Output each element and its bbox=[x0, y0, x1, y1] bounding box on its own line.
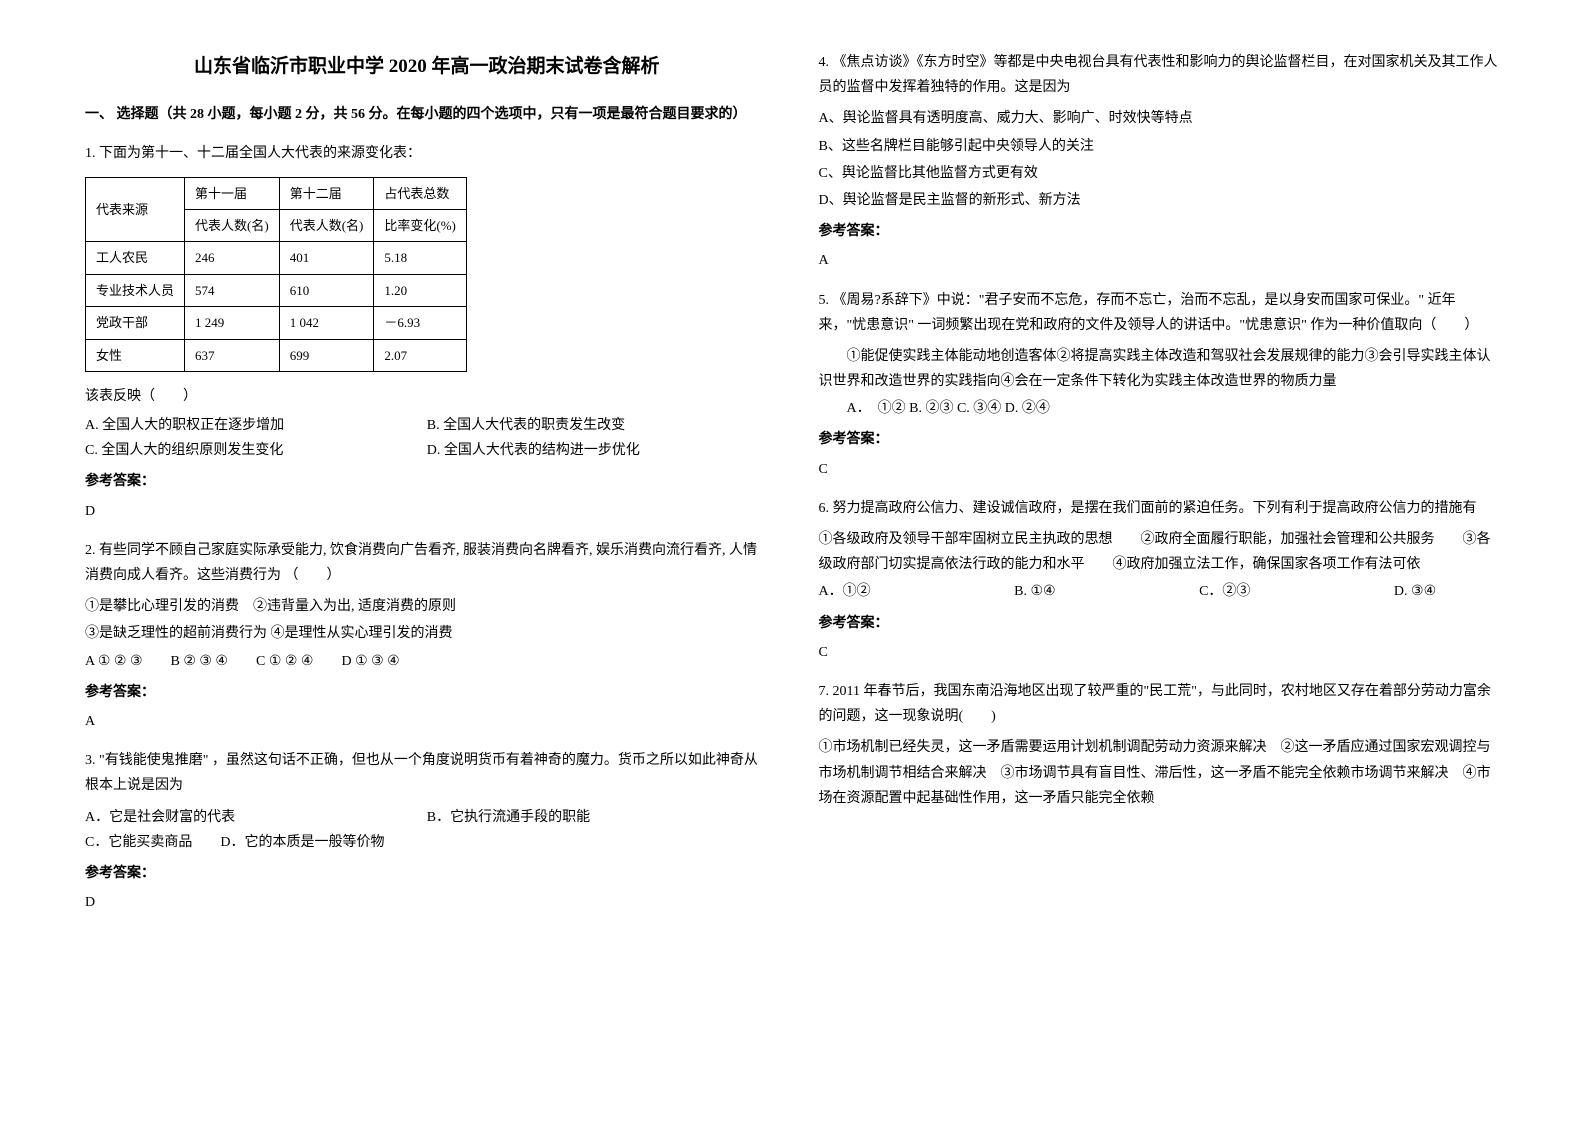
q1-answer: D bbox=[85, 499, 769, 524]
th-eleventh: 第十一届 bbox=[185, 177, 280, 209]
q6-opt-b: B. ①④ bbox=[1014, 579, 1055, 604]
answer-label: 参考答案： bbox=[85, 861, 769, 886]
q1-prompt: 该表反映（ ） bbox=[85, 384, 769, 409]
cell: 246 bbox=[185, 242, 280, 274]
cell: 专业技术人员 bbox=[86, 274, 185, 306]
answer-label: 参考答案： bbox=[85, 680, 769, 705]
q2-line2: ③是缺乏理性的超前消费行为 ④是理性从实心理引发的消费 bbox=[85, 621, 769, 646]
cell: 1.20 bbox=[374, 274, 467, 306]
q3-opt-cd: C．它能买卖商品 D．它的本质是一般等价物 bbox=[85, 830, 769, 855]
q4-opt-b: B、这些名牌栏目能够引起中央领导人的关注 bbox=[819, 134, 1503, 159]
q2-answer: A bbox=[85, 709, 769, 734]
cell: －6.93 bbox=[374, 307, 467, 339]
q4-stem: 4. 《焦点访谈》《东方时空》等都是中央电视台具有代表性和影响力的舆论监督栏目，… bbox=[819, 50, 1503, 100]
cell: 5.18 bbox=[374, 242, 467, 274]
q2-line1: ①是攀比心理引发的消费 ②违背量入为出, 适度消费的原则 bbox=[85, 594, 769, 619]
q4-answer: A bbox=[819, 248, 1503, 273]
cell: 工人农民 bbox=[86, 242, 185, 274]
cell: 女性 bbox=[86, 339, 185, 371]
q3-opt-a: A．它是社会财富的代表 bbox=[85, 805, 427, 830]
answer-label: 参考答案： bbox=[85, 469, 769, 494]
cell: 401 bbox=[279, 242, 374, 274]
cell: 637 bbox=[185, 339, 280, 371]
cell: 610 bbox=[279, 274, 374, 306]
q6-opt-a: A．①② bbox=[819, 579, 871, 604]
th-twelfth: 第十二届 bbox=[279, 177, 374, 209]
section-header: 一、 选择题（共 28 小题，每小题 2 分，共 56 分。在每小题的四个选项中… bbox=[85, 102, 769, 127]
answer-label: 参考答案： bbox=[819, 611, 1503, 636]
left-column: 山东省临沂市职业中学 2020 年高一政治期末试卷含解析 一、 选择题（共 28… bbox=[60, 50, 794, 1072]
q6-line1: ①各级政府及领导干部牢固树立民主执政的思想 ②政府全面履行职能，加强社会管理和公… bbox=[819, 527, 1503, 577]
q4-opt-a: A、舆论监督具有透明度高、威力大、影响广、时效快等特点 bbox=[819, 106, 1503, 131]
page-title: 山东省临沂市职业中学 2020 年高一政治期末试卷含解析 bbox=[85, 50, 769, 84]
q1-opt-d: D. 全国人大代表的结构进一步优化 bbox=[427, 438, 769, 463]
q3-answer: D bbox=[85, 890, 769, 915]
q1-opt-b: B. 全国人大代表的职责发生改变 bbox=[427, 413, 769, 438]
q6-opt-d: D. ③④ bbox=[1394, 579, 1436, 604]
cell: 1 042 bbox=[279, 307, 374, 339]
q1-options: A. 全国人大的职权正在逐步增加 B. 全国人大代表的职责发生改变 bbox=[85, 413, 769, 438]
q3-opt-b: B．它执行流通手段的职能 bbox=[427, 805, 769, 830]
cell: 1 249 bbox=[185, 307, 280, 339]
q7-stem: 7. 2011 年春节后，我国东南沿海地区出现了较严重的"民工荒"，与此同时，农… bbox=[819, 679, 1503, 729]
q7-line1: ①市场机制已经失灵，这一矛盾需要运用计划机制调配劳动力资源来解决 ②这一矛盾应通… bbox=[819, 735, 1503, 811]
th-pct: 比率变化(%) bbox=[374, 209, 467, 241]
q6-answer: C bbox=[819, 640, 1503, 665]
q5-stem: 5. 《周易?系辞下》中说："君子安而不忘危，存而不忘亡，治而不忘乱，是以身安而… bbox=[819, 288, 1503, 338]
q1-table: 代表来源 第十一届 第十二届 占代表总数 代表人数(名) 代表人数(名) 比率变… bbox=[85, 177, 467, 372]
q1-stem: 1. 下面为第十一、十二届全国人大代表的来源变化表： bbox=[85, 141, 769, 166]
answer-label: 参考答案： bbox=[819, 427, 1503, 452]
th-count: 代表人数(名) bbox=[185, 209, 280, 241]
q1-opt-c: C. 全国人大的组织原则发生变化 bbox=[85, 438, 427, 463]
cell: 党政干部 bbox=[86, 307, 185, 339]
th-source: 代表来源 bbox=[86, 177, 185, 242]
q6-stem: 6. 努力提高政府公信力、建设诚信政府，是摆在我们面前的紧迫任务。下列有利于提高… bbox=[819, 496, 1503, 521]
q6-options: A．①② B. ①④ C．②③ D. ③④ bbox=[819, 579, 1503, 604]
table-row: 女性 637 699 2.07 bbox=[86, 339, 467, 371]
table-row: 专业技术人员 574 610 1.20 bbox=[86, 274, 467, 306]
q4-opt-c: C、舆论监督比其他监督方式更有效 bbox=[819, 161, 1503, 186]
q2-stem: 2. 有些同学不顾自己家庭实际承受能力, 饮食消费向广告看齐, 服装消费向名牌看… bbox=[85, 538, 769, 588]
cell: 699 bbox=[279, 339, 374, 371]
q3-stem: 3. "有钱能使鬼推磨" ，虽然这句话不正确，但也从一个角度说明货币有着神奇的魔… bbox=[85, 748, 769, 798]
q4-opt-d: D、舆论监督是民主监督的新形式、新方法 bbox=[819, 188, 1503, 213]
q1-options: C. 全国人大的组织原则发生变化 D. 全国人大代表的结构进一步优化 bbox=[85, 438, 769, 463]
cell: 574 bbox=[185, 274, 280, 306]
q5-opts: A． ①② B. ②③ C. ③④ D. ②④ bbox=[819, 396, 1503, 421]
q5-answer: C bbox=[819, 457, 1503, 482]
q2-opts: A ① ② ③ B ② ③ ④ C ① ② ④ D ① ③ ④ bbox=[85, 649, 769, 674]
q3-options: A．它是社会财富的代表 B．它执行流通手段的职能 bbox=[85, 805, 769, 830]
q1-opt-a: A. 全国人大的职权正在逐步增加 bbox=[85, 413, 427, 438]
right-column: 4. 《焦点访谈》《东方时空》等都是中央电视台具有代表性和影响力的舆论监督栏目，… bbox=[794, 50, 1528, 1072]
q6-opt-c: C．②③ bbox=[1199, 579, 1250, 604]
th-total: 占代表总数 bbox=[374, 177, 467, 209]
q5-line1: ①能促使实践主体能动地创造客体②将提高实践主体改造和驾驭社会发展规律的能力③会引… bbox=[819, 344, 1503, 394]
table-row: 党政干部 1 249 1 042 －6.93 bbox=[86, 307, 467, 339]
th-count: 代表人数(名) bbox=[279, 209, 374, 241]
table-row: 工人农民 246 401 5.18 bbox=[86, 242, 467, 274]
answer-label: 参考答案： bbox=[819, 219, 1503, 244]
cell: 2.07 bbox=[374, 339, 467, 371]
table-row: 代表来源 第十一届 第十二届 占代表总数 bbox=[86, 177, 467, 209]
